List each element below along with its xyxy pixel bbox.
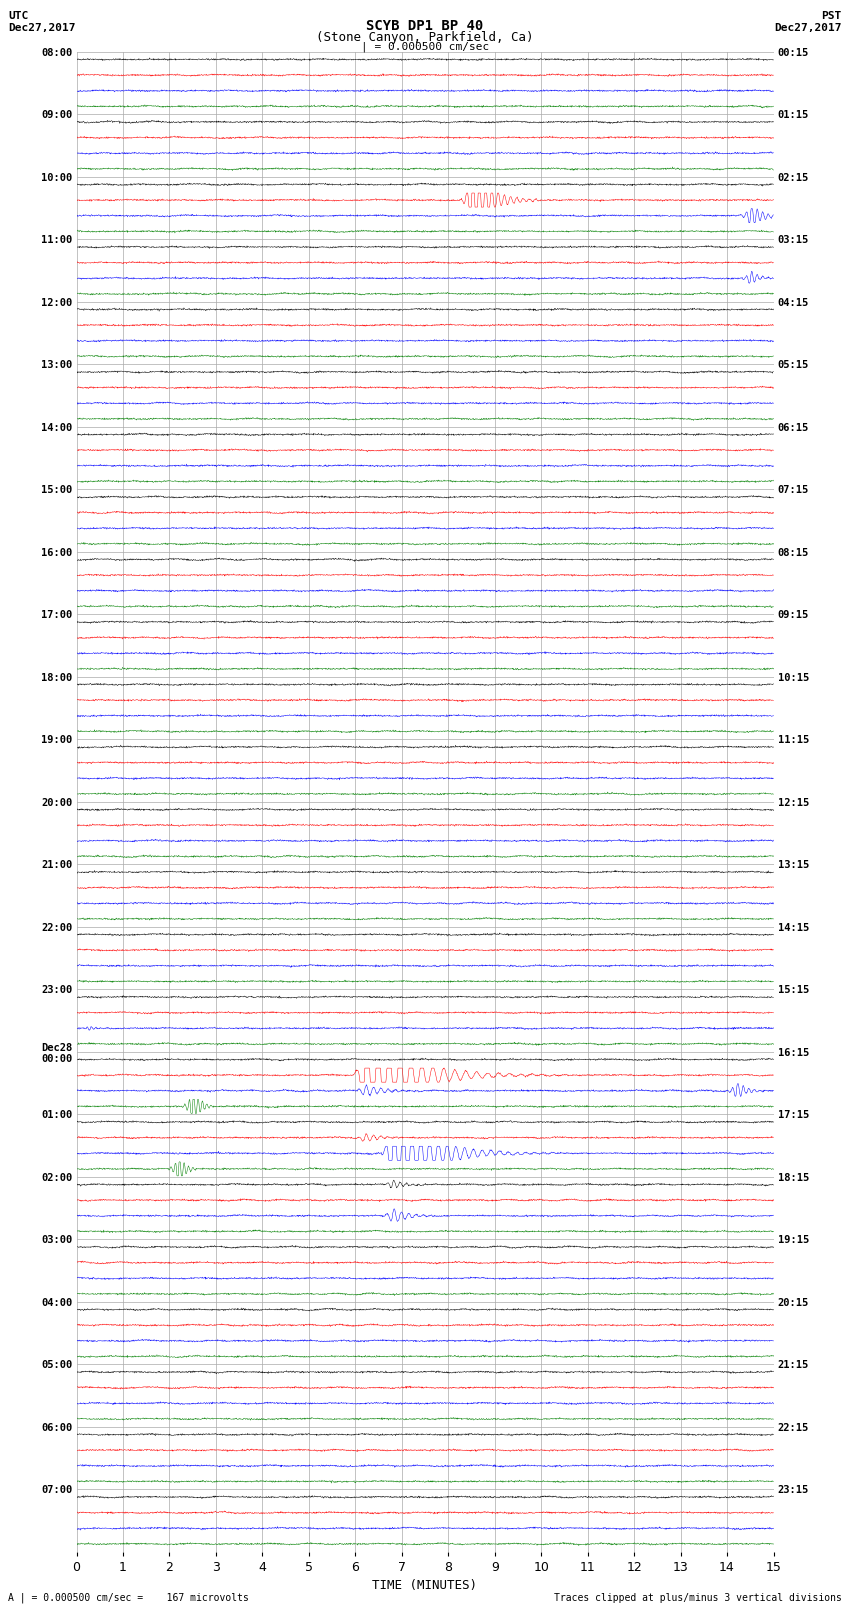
Text: SCYB DP1 BP 40: SCYB DP1 BP 40 — [366, 19, 484, 34]
Text: A | = 0.000500 cm/sec =    167 microvolts: A | = 0.000500 cm/sec = 167 microvolts — [8, 1592, 249, 1603]
Text: | = 0.000500 cm/sec: | = 0.000500 cm/sec — [361, 42, 489, 53]
Text: UTC: UTC — [8, 11, 29, 21]
Text: PST: PST — [821, 11, 842, 21]
Text: (Stone Canyon, Parkfield, Ca): (Stone Canyon, Parkfield, Ca) — [316, 31, 534, 44]
X-axis label: TIME (MINUTES): TIME (MINUTES) — [372, 1579, 478, 1592]
Text: Dec27,2017: Dec27,2017 — [8, 23, 76, 32]
Text: Dec27,2017: Dec27,2017 — [774, 23, 842, 32]
Text: Traces clipped at plus/minus 3 vertical divisions: Traces clipped at plus/minus 3 vertical … — [553, 1594, 842, 1603]
